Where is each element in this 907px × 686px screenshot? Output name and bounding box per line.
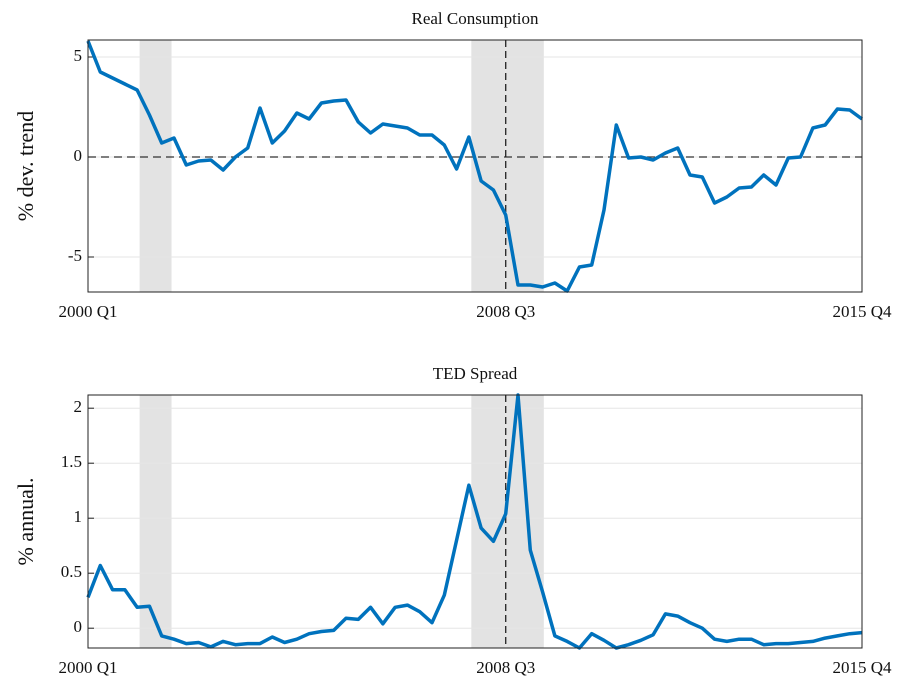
y-axis-label: % dev. trend (13, 111, 38, 221)
chart-title: TED Spread (433, 364, 518, 383)
y-tick-label: 1.5 (61, 452, 82, 471)
x-tick-label: 2015 Q4 (832, 302, 892, 321)
y-tick-label: 2 (74, 397, 83, 416)
x-tick-label: 2015 Q4 (832, 658, 892, 677)
y-tick-label: -5 (68, 246, 82, 265)
recession-band (139, 40, 172, 292)
plot-frame (87, 39, 863, 293)
x-tick-label: 2008 Q3 (476, 658, 535, 677)
y-tick-label: 5 (74, 46, 83, 65)
recession-band (471, 40, 544, 292)
recession-band (471, 395, 544, 648)
series-line (86, 40, 864, 293)
x-tick-label: 2000 Q1 (58, 302, 117, 321)
y-tick-label: 0.5 (61, 562, 82, 581)
x-tick-label: 2000 Q1 (58, 658, 117, 677)
y-tick-label: 0 (74, 617, 83, 636)
y-axis-label: % annual. (13, 478, 38, 566)
chart-title: Real Consumption (411, 9, 539, 28)
plot-frame (87, 394, 863, 649)
x-tick-label: 2008 Q3 (476, 302, 535, 321)
y-tick-label: 0 (74, 146, 83, 165)
recession-band (139, 395, 172, 648)
y-tick-label: 1 (74, 507, 83, 526)
series-line (86, 393, 863, 650)
